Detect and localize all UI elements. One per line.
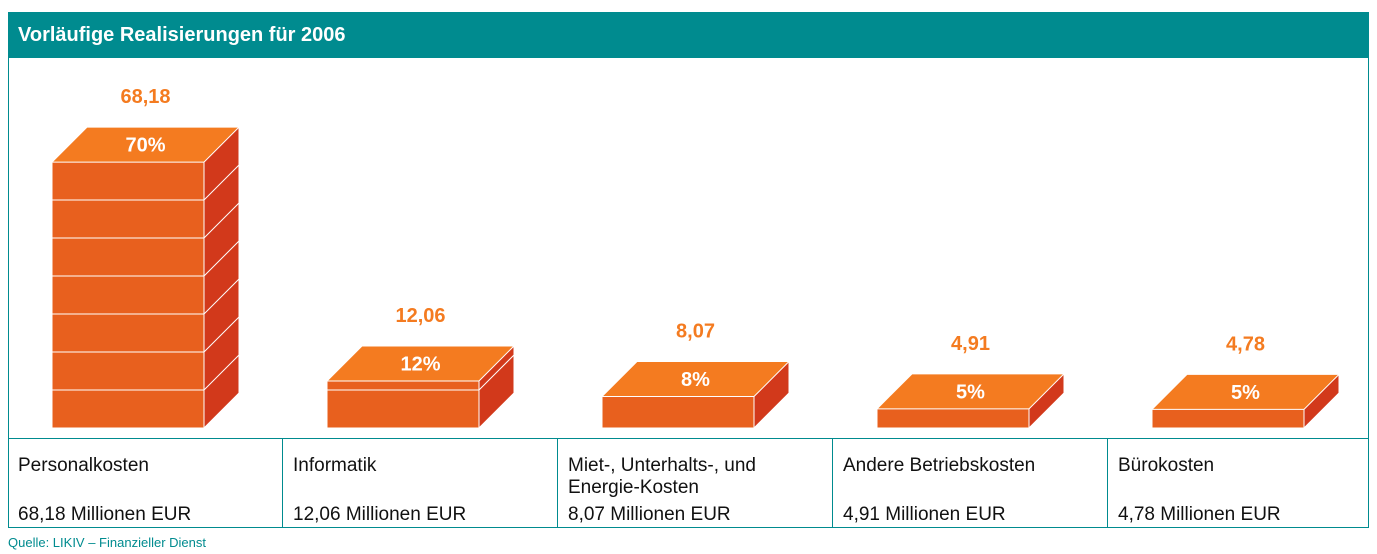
value-label: 8,07 [676,321,715,343]
category-label: Bürokosten [1118,455,1215,476]
chart-title: Vorläufige Realisierungen für 2006 [8,12,1369,58]
share-label: 8% [681,369,710,391]
block-side [1304,374,1339,428]
table-cell: Andere Betriebskosten 4,91 Millionen EUR [833,438,1108,528]
detail-label: 8,07 Millionen EUR [568,504,731,525]
layer-line [478,354,515,391]
value-label: 4,91 [951,333,990,355]
layer-line [203,316,240,353]
block-top [877,373,1064,409]
detail-label: 12,06 Millionen EUR [293,504,467,525]
category-label: Andere Betriebskosten [843,455,1036,476]
frame [8,58,1369,528]
layer-line [203,164,240,201]
block-edge [203,126,240,163]
layer-line [203,278,240,315]
block-edge [478,345,515,382]
block-side [754,361,789,428]
block-top [1152,374,1339,410]
block-front [877,408,1029,428]
category-label: Miet-, Unterhalts-, und Energie-Kosten [568,455,756,498]
block-front [52,162,204,428]
share-label: 5% [956,381,985,403]
table-cell: Miet-, Unterhalts-, und Energie-Kosten 8,… [558,438,833,528]
table-cell: Bürokosten 4,78 Millionen EUR [1108,438,1369,528]
block-front [1152,409,1304,428]
share-label: 12% [400,353,440,375]
value-label: 12,06 [395,305,445,327]
block-top [327,345,514,381]
block-top [602,361,789,397]
category-label: Personalkosten [18,455,149,476]
detail-label: 4,91 Millionen EUR [843,504,1006,525]
table-cell: Personalkosten 68,18 Millionen EUR [8,438,283,528]
block-side [1029,373,1064,428]
block-edge [753,361,790,397]
share-label: 5% [1231,382,1260,404]
block-edge [1028,373,1065,410]
detail-label: 4,78 Millionen EUR [1118,504,1281,525]
block-top [52,127,239,163]
category-label: Informatik [293,455,377,476]
table-cell: Informatik 12,06 Millionen EUR [283,438,558,528]
block-front [602,396,754,428]
block-side [479,345,514,428]
block-front [327,380,479,428]
block-side [204,127,239,429]
value-label: 68,18 [120,86,170,108]
detail-label: 68,18 Millionen EUR [18,504,192,525]
block-edge [1303,374,1340,410]
layer-line [203,240,240,277]
layer-line [203,202,240,239]
share-label: 70% [125,135,165,157]
value-label: 4,78 [1226,333,1265,355]
source: Quelle: LIKIV – Finanzieller Dienst [8,535,206,550]
layer-line [203,354,240,391]
